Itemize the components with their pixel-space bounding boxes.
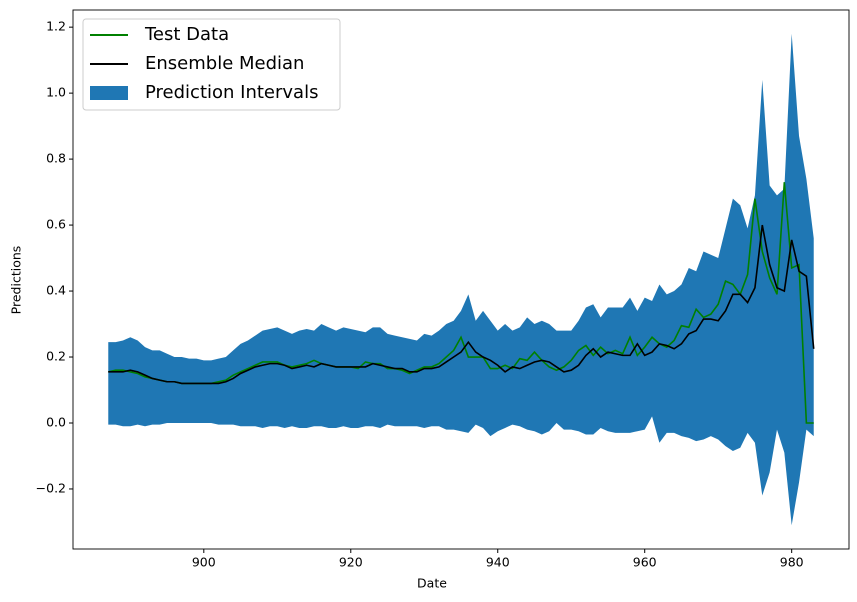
x-tick-label: 980: [780, 555, 804, 570]
series-line: [108, 182, 814, 424]
y-tick-label: 0.8: [46, 151, 66, 166]
series-line: [108, 224, 815, 385]
legend-box: [82, 18, 341, 111]
x-tick-label: 940: [486, 555, 510, 570]
y-tick-label: 0.2: [46, 349, 66, 364]
y-tick-label: 0.0: [46, 414, 66, 429]
plot-frame: [72, 9, 850, 550]
y-tick-label: 0.6: [46, 217, 66, 232]
y-tick-label: 1.0: [46, 85, 66, 100]
legend: Test Data Ensemble Median Prediction Inter…: [82, 18, 341, 111]
y-axis-label: Predictions: [9, 246, 24, 315]
legend-swatch: [90, 86, 128, 100]
x-tick-label: 900: [192, 555, 216, 570]
legend-label: Test Data: [144, 24, 229, 45]
y-tick-label: 1.2: [46, 19, 66, 34]
y-tick-label: −0.2: [36, 480, 66, 495]
x-tick-label: 960: [633, 555, 657, 570]
prediction-band: [108, 33, 814, 526]
legend-label: Ensemble Median: [145, 53, 304, 74]
y-tick-label: 0.4: [46, 283, 66, 298]
legend-label: Prediction Intervals: [145, 82, 318, 103]
x-tick-label: 920: [339, 555, 363, 570]
x-axis-label: Date: [417, 576, 447, 591]
